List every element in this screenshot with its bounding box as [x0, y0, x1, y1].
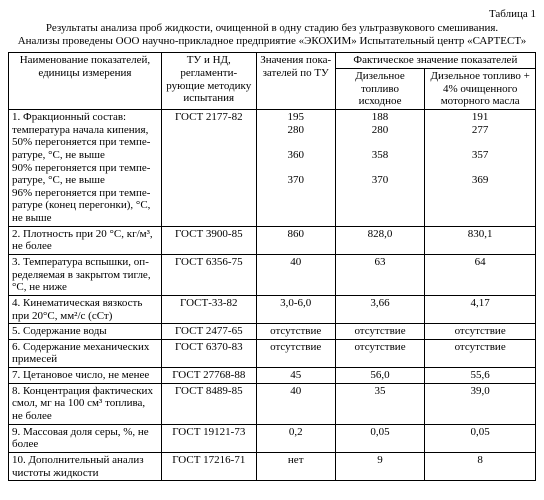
table-row: 7. Цетановое число, не менееГОСТ 27768-8… — [9, 368, 536, 384]
table-row: 2. Плотность при 20 °С, кг/м³, не болееГ… — [9, 226, 536, 254]
cell-value: отсутствие — [256, 339, 335, 367]
cell-value: 3,66 — [335, 295, 425, 323]
cell-value: ГОСТ 19121-73 — [161, 424, 256, 452]
col-header-fact-a: Дизельное топливо исходное — [335, 69, 425, 110]
cell-value: 45 — [256, 368, 335, 384]
cell-name: 5. Содержание воды — [9, 324, 162, 340]
col-header-fact-b: Дизельное топ­ливо + 4% очи­щенного мото… — [425, 69, 536, 110]
table-row: 4. Кинематическая вязкость при 20°С, мм²… — [9, 295, 536, 323]
cell-value: ГОСТ 3900-85 — [161, 226, 256, 254]
col-header-std: ТУ и НД, регламенти­рующие методику испы… — [161, 53, 256, 110]
cell-value: 191 277 357 369 — [425, 109, 536, 226]
cell-value: ГОСТ 6370-83 — [161, 339, 256, 367]
cell-value: 3,0-6,0 — [256, 295, 335, 323]
col-header-fact: Фактическое значение показателей — [335, 53, 535, 69]
cell-value: 830,1 — [425, 226, 536, 254]
table-row: 9. Массовая доля серы, %, не болееГОСТ 1… — [9, 424, 536, 452]
cell-value: ГОСТ 6356-75 — [161, 254, 256, 295]
title-line-2: Анализы проведены ООО научно-прикладное … — [18, 35, 527, 47]
cell-value: 4,17 — [425, 295, 536, 323]
cell-value: 188 280 358 370 — [335, 109, 425, 226]
cell-value: ГОСТ 17216-71 — [161, 452, 256, 480]
cell-value: 0,2 — [256, 424, 335, 452]
cell-name: 8. Концентрация фактических смол, мг на … — [9, 383, 162, 424]
cell-name: 10. Дополнительный анализ чистоты жидкос… — [9, 452, 162, 480]
cell-value: 0,05 — [335, 424, 425, 452]
cell-value: 64 — [425, 254, 536, 295]
cell-value: ГОСТ 2477-65 — [161, 324, 256, 340]
cell-name: 1. Фракционный состав: температура начал… — [9, 109, 162, 226]
table-row: 8. Концентрация фактических смол, мг на … — [9, 383, 536, 424]
cell-value: 39,0 — [425, 383, 536, 424]
cell-value: 195 280 360 370 — [256, 109, 335, 226]
cell-value: 55,6 — [425, 368, 536, 384]
cell-value: отсутствие — [335, 324, 425, 340]
cell-value: ГОСТ 8489-85 — [161, 383, 256, 424]
table-row: 3. Температура вспышки, оп­ределяемая в … — [9, 254, 536, 295]
cell-value: 828,0 — [335, 226, 425, 254]
cell-name: 7. Цетановое число, не менее — [9, 368, 162, 384]
cell-value: ГОСТ-33-82 — [161, 295, 256, 323]
cell-value: отсутствие — [425, 339, 536, 367]
table-row: 6. Содержание механических примесейГОСТ … — [9, 339, 536, 367]
col-header-name: Наименование показателей, единицы измере… — [9, 53, 162, 110]
cell-value: 9 — [335, 452, 425, 480]
cell-value: ГОСТ 2177-82 — [161, 109, 256, 226]
cell-value: ГОСТ 27768-88 — [161, 368, 256, 384]
cell-value: 35 — [335, 383, 425, 424]
cell-value: 860 — [256, 226, 335, 254]
table-title: Результаты анализа проб жидкости, очищен… — [8, 22, 536, 48]
title-line-1: Результаты анализа проб жидкости, очищен… — [46, 22, 498, 34]
cell-value: 40 — [256, 254, 335, 295]
cell-value: 0,05 — [425, 424, 536, 452]
cell-value: 63 — [335, 254, 425, 295]
col-header-tu: Значения пока­зателей по ТУ — [256, 53, 335, 110]
cell-name: 9. Массовая доля серы, %, не более — [9, 424, 162, 452]
cell-value: отсутствие — [256, 324, 335, 340]
cell-value: 8 — [425, 452, 536, 480]
table-row: 10. Дополнительный анализ чистоты жидкос… — [9, 452, 536, 480]
cell-name: 2. Плотность при 20 °С, кг/м³, не более — [9, 226, 162, 254]
cell-name: 3. Температура вспышки, оп­ределяемая в … — [9, 254, 162, 295]
cell-name: 4. Кинематическая вязкость при 20°С, мм²… — [9, 295, 162, 323]
table-row: 5. Содержание водыГОСТ 2477-65отсутствие… — [9, 324, 536, 340]
cell-name: 6. Содержание механических примесей — [9, 339, 162, 367]
cell-value: 40 — [256, 383, 335, 424]
table-label: Таблица 1 — [8, 8, 536, 20]
table-row: 1. Фракционный состав: температура начал… — [9, 109, 536, 226]
cell-value: 56,0 — [335, 368, 425, 384]
results-table: Наименование показателей, единицы измере… — [8, 52, 536, 481]
cell-value: отсутствие — [425, 324, 536, 340]
cell-value: нет — [256, 452, 335, 480]
cell-value: отсутствие — [335, 339, 425, 367]
